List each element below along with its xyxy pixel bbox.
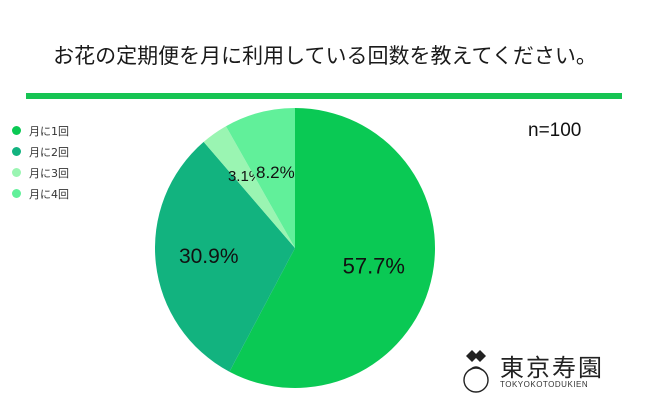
legend-item-3: 月に3回 <box>12 162 69 183</box>
pie-slice-2 <box>154 141 295 372</box>
legend-item-1: 月に1回 <box>12 120 69 141</box>
logo-name: 東京寿園 <box>500 354 604 382</box>
pie-slice-4 <box>225 108 295 248</box>
legend-item-4: 月に4回 <box>12 183 69 204</box>
legend-swatch-2 <box>12 147 21 156</box>
sample-size-label: n=100 <box>528 120 582 141</box>
legend-label-4: 月に4回 <box>29 187 69 201</box>
legend-swatch-1 <box>12 126 21 135</box>
legend-label-1: 月に1回 <box>29 124 69 138</box>
legend-swatch-4 <box>12 189 21 198</box>
logo-subtitle: TOKYOKOTODUKIEN <box>500 380 589 389</box>
title-underline <box>26 93 622 99</box>
pie-slice-label-1: 57.7% <box>343 253 405 278</box>
company-logo: 東京寿園 TOKYOKOTODUKIEN <box>458 346 628 398</box>
pie-slice-label-4: 8.2% <box>256 163 295 182</box>
pie-slice-label-2: 30.9% <box>179 245 239 268</box>
chart-title: お花の定期便を月に利用している回数を教えてください。 <box>53 44 597 68</box>
pie-slice-1 <box>229 108 435 389</box>
legend: 月に1回 月に2回 月に3回 月に4回 <box>12 120 69 204</box>
pie-slice-3 <box>203 126 295 248</box>
legend-label-3: 月に3回 <box>29 166 69 180</box>
logo-emblem-icon <box>463 350 489 393</box>
legend-label-2: 月に2回 <box>29 145 69 159</box>
legend-item-2: 月に2回 <box>12 141 69 162</box>
legend-swatch-3 <box>12 168 21 177</box>
